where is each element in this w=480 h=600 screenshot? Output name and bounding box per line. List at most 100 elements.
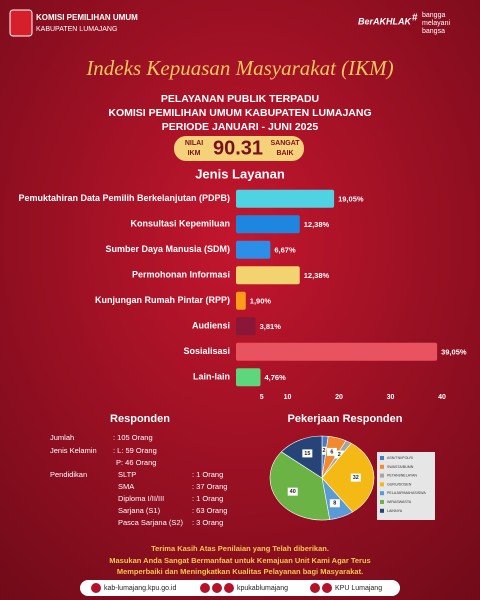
tagline: bangga (422, 12, 445, 19)
respondent-sublabel: Sarjana (S1) (118, 506, 161, 515)
respondent-sublabel: SMA (118, 482, 134, 491)
logo (9, 9, 33, 37)
legend-swatch (380, 473, 384, 478)
category-label: Lain-lain (193, 372, 230, 382)
bar (236, 266, 300, 285)
subtitle: PELAYANAN PUBLIK TERPADU (161, 93, 319, 105)
value-label: 1,90% (250, 297, 272, 306)
x-tick-label: 20 (335, 394, 343, 401)
category-label: Permohonan Informasi (132, 270, 230, 280)
respondent-label: Jenis Kelamin (50, 446, 97, 455)
pie-legend-box (377, 452, 435, 520)
slice-label-box (302, 449, 313, 458)
slice-label: 8 (333, 501, 336, 507)
category-label: Audiensi (192, 321, 230, 331)
slice-label: 2 (322, 448, 325, 454)
slice-label: 40 (290, 489, 296, 495)
slice-label-box (329, 499, 340, 508)
legend-swatch (380, 500, 384, 504)
legend-swatch (380, 508, 384, 513)
link[interactable]: kab-lumajang.kpu.go.id (104, 585, 176, 592)
subtitle: PERIODE JANUARI - JUNI 2025 (162, 121, 319, 133)
region-name: KABUPATEN LUMAJANG (36, 26, 117, 33)
legend-label: GURU/DOSEN (387, 482, 412, 486)
respondent-label: Jumlah (50, 433, 74, 442)
legend-swatch (380, 491, 384, 496)
slice-label-box (326, 447, 337, 456)
respondent-sublabel: SLTP (118, 470, 136, 479)
slice-label-box (334, 450, 345, 459)
legend-swatch (380, 482, 384, 487)
respondent-value: : 63 Orang (192, 506, 227, 515)
respondent-label: Pendidikan (50, 470, 87, 479)
chart-title: Jenis Layanan (195, 166, 285, 181)
value-label: 3,81% (260, 322, 282, 331)
x-tick-label: 5 (260, 394, 264, 401)
thanks-text: Memperbaiki dan Meningkatkan Kualitas Pe… (117, 567, 363, 576)
social-icon (322, 583, 332, 593)
web-icon (91, 583, 101, 593)
slice-label: 2 (338, 452, 341, 458)
slice-label-box (350, 473, 361, 482)
respondent-value: : 1 Orang (192, 470, 223, 479)
social-icon (212, 583, 222, 593)
score-label: NILAI (185, 140, 203, 147)
bar (236, 291, 246, 310)
x-tick-label: 10 (284, 394, 292, 401)
respondent-value: : 1 Orang (192, 494, 223, 503)
pie-slice (269, 451, 331, 521)
thanks-text: Terima Kasih Atas Penilaian yang Telah d… (151, 544, 329, 553)
value-label: 4,76% (265, 373, 287, 382)
pie-slice (321, 442, 375, 513)
social-icon (200, 583, 210, 593)
slice-label: 15 (304, 451, 310, 457)
score-value: 90.31 (213, 137, 263, 159)
chart-title: Pekerjaan Responden (288, 413, 403, 425)
category-label: Sosialisasi (183, 346, 230, 356)
category-label: Sumber Daya Manusia (SDM) (105, 244, 230, 254)
hashtag: # (412, 13, 418, 24)
footer-bar (80, 580, 400, 596)
org-name: KOMISI PEMILIHAN UMUM (36, 13, 138, 22)
category-label: Pemuktahiran Data Pemilih Berkelanjutan … (18, 193, 230, 203)
slice-label: 32 (353, 475, 359, 481)
legend-swatch (380, 464, 384, 469)
legend-label: PETANI/NELAYAN (387, 474, 417, 478)
link[interactable]: KPU Lumajang (335, 585, 382, 592)
score-grade: BAIK (276, 150, 293, 157)
section-title: Responden (110, 413, 170, 425)
category-label: Konsultasi Kepemiluan (130, 219, 230, 229)
legend-label: WIRASWASTA (387, 500, 412, 504)
respondent-value: : L: 59 Orang (113, 446, 157, 455)
respondent-value: : 105 Orang (113, 433, 153, 442)
value-label: 19,05% (338, 195, 364, 204)
bar (236, 317, 256, 336)
title: Indeks Kepuasan Masyarakat (IKM) (85, 56, 393, 80)
tagline: bangsa (422, 28, 445, 35)
score-grade: SANGAT (270, 140, 300, 147)
bar (236, 215, 300, 234)
bar (236, 342, 438, 361)
brand: BerAKHLAK (358, 16, 413, 26)
pie-slice (280, 435, 323, 479)
legend-label: PELAJAR/MAHASISWA (387, 491, 426, 495)
legend-label: SWASTA/BUMN (387, 465, 414, 469)
category-label: Kunjungan Rumah Pintar (RPP) (95, 295, 230, 305)
x-tick-label: 30 (387, 394, 395, 401)
slice-label-box (287, 487, 298, 496)
thanks-text: Masukan Anda Sangat Bermanfaat untuk Kem… (109, 556, 370, 565)
score-badge (174, 136, 304, 161)
respondent-value: : 3 Orang (192, 518, 223, 527)
value-label: 6,67% (274, 246, 296, 255)
bar (236, 368, 261, 387)
bar (236, 240, 271, 259)
respondent-sublabel: Diploma I/II/III (118, 494, 164, 503)
link[interactable]: kpukablumajang (237, 585, 288, 592)
value-label: 12,38% (304, 271, 330, 280)
score-label: IKM (188, 150, 201, 157)
social-icon (310, 583, 320, 593)
respondent-value: P: 46 Orang (116, 458, 156, 467)
value-label: 12,38% (304, 220, 330, 229)
legend-swatch (380, 456, 384, 460)
